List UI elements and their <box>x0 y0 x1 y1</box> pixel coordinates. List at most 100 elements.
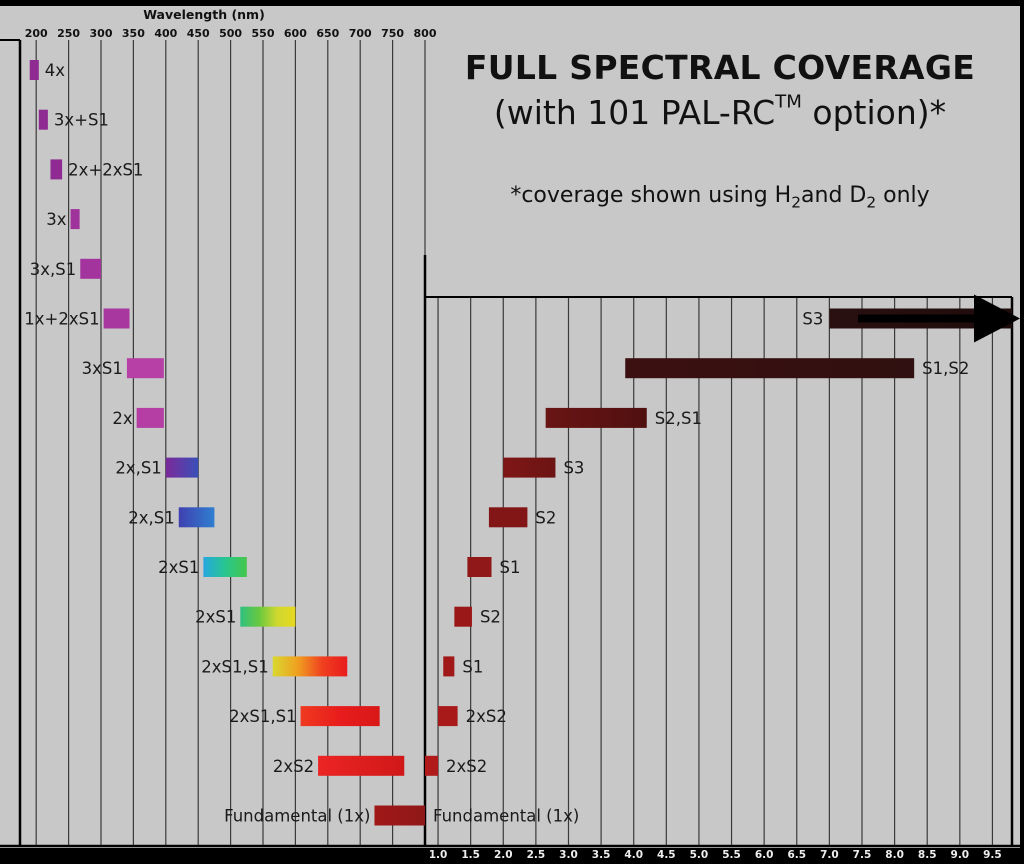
note-part-2: and D <box>801 183 867 208</box>
subtitle-text-end: option)* <box>801 93 947 132</box>
micron-bar-label: S1,S2 <box>922 359 969 378</box>
wavelength-bar-label: 3x+S1 <box>54 111 109 130</box>
micron-tick-label: 6.5 <box>787 849 806 860</box>
wavelength-bar <box>300 706 380 727</box>
micron-bar-label: S3 <box>802 310 823 329</box>
wavelength-bar <box>70 209 80 230</box>
micron-tick-label: 5.5 <box>722 849 741 860</box>
micron-tick-label: 4.5 <box>657 849 676 860</box>
wavelength-bar <box>126 358 164 379</box>
wavelength-tick-label: 200 <box>25 27 48 40</box>
micron-tick-label: 2.0 <box>494 849 513 860</box>
wavelength-bar <box>80 258 101 279</box>
wavelength-bar-label: 2x,S1 <box>115 459 161 478</box>
wavelength-bar <box>29 60 39 80</box>
wavelength-bar <box>50 159 63 180</box>
wavelength-bar-label: 2xS1 <box>195 608 236 627</box>
left-panel-tick-labels: 200 250 300 350 400 450 500 550 600 650 700 750 800 <box>25 27 437 40</box>
wavelength-tick-label: 350 <box>122 27 145 40</box>
note-subscript-1: 2 <box>791 193 802 212</box>
micron-tick-label: 7.5 <box>853 849 872 860</box>
chart-title: FULL SPECTRAL COVERAGE <box>464 48 976 87</box>
wavelength-bar <box>38 109 48 130</box>
wavelength-bar <box>203 557 247 577</box>
coverage-note: *coverage shown using H2and D2 only <box>440 183 1000 212</box>
trademark-symbol: TM <box>775 91 802 113</box>
micron-bar-label: 2xS2 <box>466 707 507 726</box>
micron-tick-label: 7.0 <box>820 849 839 860</box>
wavelength-bar <box>103 308 130 329</box>
wavelength-tick-label: 550 <box>252 27 275 40</box>
wavelength-tick-label: 650 <box>316 27 339 40</box>
micron-bar-label: Fundamental (1x) <box>433 807 579 826</box>
wavelength-bar-label: 2x <box>112 409 132 428</box>
micron-bar-label: S1 <box>500 558 521 577</box>
micron-tick-label: 9.5 <box>983 849 1002 860</box>
wavelength-bar-label: Fundamental (1x) <box>224 807 370 826</box>
micron-tick-label: 8.0 <box>885 849 904 860</box>
micron-bar <box>625 358 915 379</box>
wavelength-tick-label: 750 <box>381 27 404 40</box>
micron-bar-label: 2xS2 <box>446 757 487 776</box>
micron-tick-label: 9.0 <box>951 849 970 860</box>
wavelength-tick-label: 300 <box>90 27 113 40</box>
wavelength-bar-label: 2x,S1 <box>128 508 174 527</box>
wavelength-bar <box>374 805 425 826</box>
micron-bar <box>454 606 472 627</box>
subtitle-text-start: (with 101 PAL-RC <box>493 93 776 132</box>
micron-tick-label: 3.5 <box>592 849 611 860</box>
micron-bar <box>545 407 647 428</box>
wavelength-tick-label: 700 <box>349 27 372 40</box>
wavelength-bar-label: 3x,S1 <box>30 260 76 279</box>
extension-arrow-shaft <box>858 314 978 323</box>
micron-bar <box>425 755 439 776</box>
micron-bar-label: S1 <box>462 657 483 676</box>
micron-tick-label: 2.5 <box>527 849 546 860</box>
micron-tick-label: 8.5 <box>918 849 937 860</box>
micron-bar <box>467 557 492 577</box>
wavelength-bar-label: 2xS1,S1 <box>201 657 268 676</box>
micron-bar <box>488 507 528 528</box>
micron-tick-label: 4.0 <box>624 849 643 860</box>
wavelength-bar <box>165 457 199 478</box>
wavelength-bar-label: 2xS2 <box>273 757 314 776</box>
wavelength-tick-label: 800 <box>414 27 437 40</box>
wavelength-bar <box>240 606 296 627</box>
wavelength-tick-label: 400 <box>154 27 177 40</box>
micron-tick-label: 5.0 <box>690 849 709 860</box>
micron-bar-label: S2 <box>535 508 556 527</box>
note-part-3: only <box>876 183 930 208</box>
micron-bar <box>503 457 556 478</box>
wavelength-axis-label: Wavelength (nm) <box>143 7 265 22</box>
chart-subtitle: (with 101 PAL-RCTM option)* <box>440 93 1000 132</box>
wavelength-bar-label: 3xS1 <box>82 359 123 378</box>
wavelength-bar-label: 2x+2xS1 <box>68 160 143 179</box>
note-part-1: *coverage shown using H <box>510 183 792 208</box>
wavelength-bar-label: 2xS1,S1 <box>229 707 296 726</box>
wavelength-bar-label: 2xS1 <box>158 558 199 577</box>
micron-bar-label: S2 <box>480 608 501 627</box>
micron-bar-label: S3 <box>563 459 584 478</box>
wavelength-bar-label: 4x <box>45 61 65 80</box>
micron-tick-label: 1.5 <box>461 849 480 860</box>
micron-tick-label: 6.0 <box>755 849 774 860</box>
wavelength-bar <box>318 755 405 776</box>
wavelength-tick-label: 500 <box>219 27 242 40</box>
micron-tick-label: 3.0 <box>559 849 578 860</box>
micron-bar <box>443 656 455 677</box>
bottom-band <box>0 848 1024 860</box>
extension-arrow-icon <box>974 294 1020 343</box>
micron-tick-label: 1.0 <box>429 849 448 860</box>
left-panel-bars: 4x 3x+S1 2x+2xS1 3x 3x,S1 1x+2xS1 3xS1 2x 2x,S1 2… <box>24 60 425 826</box>
right-panel-tick-labels: 1.0 1.5 2.0 2.5 3.0 3.5 4.0 4.5 5.0 5.5 6.0 6.5 7.0 7… <box>429 849 1002 861</box>
note-subscript-2: 2 <box>866 193 877 212</box>
micron-bar-label: S2,S1 <box>655 409 702 428</box>
wavelength-tick-label: 250 <box>57 27 80 40</box>
wavelength-bar-label: 3x <box>46 210 66 229</box>
wavelength-tick-label: 450 <box>187 27 210 40</box>
wavelength-bar <box>272 656 348 677</box>
